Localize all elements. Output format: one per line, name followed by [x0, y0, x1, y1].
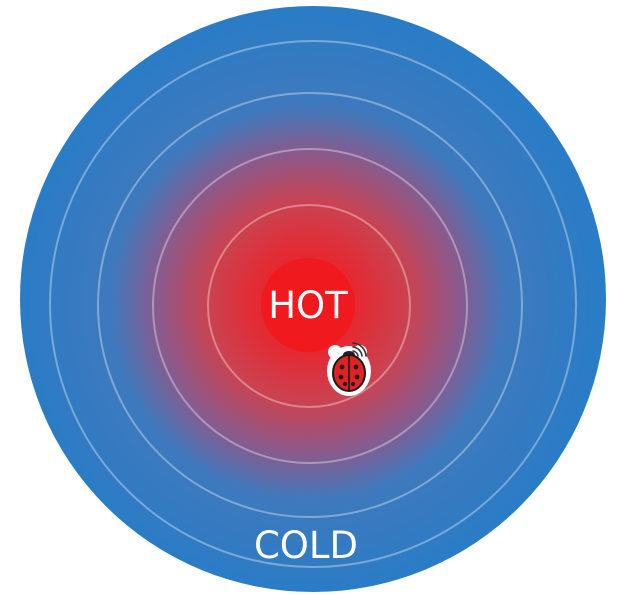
cold-label: COLD	[254, 524, 358, 567]
wifi-signal-icon	[352, 342, 367, 357]
ladybug-marker[interactable]	[327, 342, 371, 396]
ladybug-icon	[332, 351, 366, 392]
ring-4	[97, 92, 523, 518]
ring-2	[207, 204, 411, 408]
ring-3	[152, 148, 468, 464]
distance-rings	[49, 40, 577, 568]
hot-label: HOT	[268, 284, 348, 327]
hot-center	[261, 258, 355, 352]
ring-5	[49, 40, 577, 568]
